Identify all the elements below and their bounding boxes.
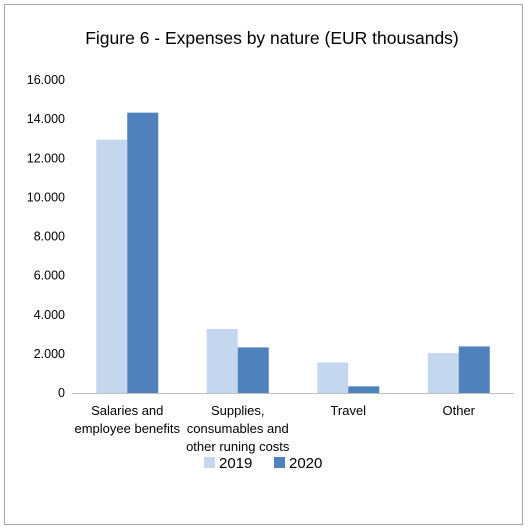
x-category-label: Travel bbox=[330, 403, 366, 418]
bars bbox=[96, 112, 490, 393]
x-category-label: Supplies, consumables and other runing cos… bbox=[186, 403, 290, 454]
x-category-label: Salaries and employee benefits bbox=[74, 403, 180, 436]
bar-2020-3 bbox=[458, 346, 490, 393]
bar-2019-2 bbox=[317, 362, 349, 393]
legend-label-2020: 2020 bbox=[289, 455, 322, 472]
y-tick-label: 2.000 bbox=[34, 347, 65, 361]
legend-swatch-2019 bbox=[204, 457, 215, 468]
bar-2020-1 bbox=[237, 347, 269, 393]
y-tick-label: 4.000 bbox=[34, 308, 65, 322]
y-tick-label: 8.000 bbox=[34, 230, 65, 244]
y-tick-label: 0 bbox=[58, 386, 65, 400]
legend-swatch-2020 bbox=[274, 457, 285, 468]
bar-2020-2 bbox=[348, 386, 380, 393]
y-tick-label: 12.000 bbox=[27, 151, 65, 165]
y-tick-label: 14.000 bbox=[27, 112, 65, 126]
bar-2019-0 bbox=[96, 139, 128, 393]
bar-2019-3 bbox=[427, 353, 459, 393]
chart-title: Figure 6 - Expenses by nature (EUR thous… bbox=[85, 28, 459, 48]
legend: 2019 2020 bbox=[204, 455, 322, 472]
y-tick-label: 16.000 bbox=[27, 73, 65, 87]
y-tick-label: 10.000 bbox=[27, 190, 65, 204]
legend-label-2019: 2019 bbox=[219, 455, 252, 472]
y-axis: 0 2.000 4.000 6.000 8.000 10.000 12.000 14.000 1… bbox=[27, 73, 65, 400]
bar-2019-1 bbox=[206, 329, 238, 393]
x-category-label: Other bbox=[442, 403, 475, 418]
bar-2020-0 bbox=[127, 112, 159, 393]
chart-frame bbox=[4, 4, 523, 525]
y-tick-label: 6.000 bbox=[34, 269, 65, 283]
